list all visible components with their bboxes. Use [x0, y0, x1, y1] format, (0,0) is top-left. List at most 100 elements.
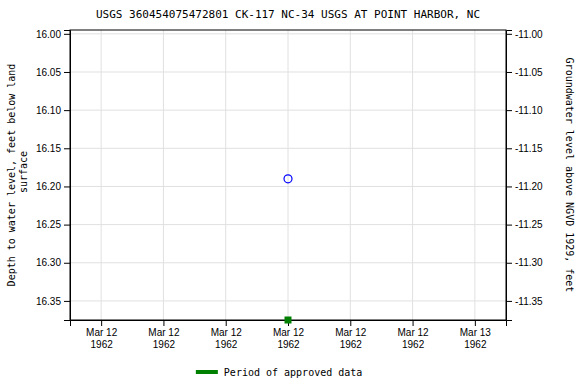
text-line: 1962 — [91, 339, 114, 350]
tick-mark — [64, 72, 70, 73]
y-axis-label: Depth to water level, feet below land su… — [6, 64, 29, 287]
text-line: 1962 — [340, 339, 363, 350]
tick-label: -11.35 — [515, 296, 543, 307]
tick: Mar 121962 — [148, 320, 180, 350]
tick-label: 16.20 — [36, 181, 61, 192]
tick: 16.05 — [36, 67, 70, 78]
grid-line-y — [70, 300, 506, 301]
text-line: Mar 12 — [211, 327, 243, 338]
tick-mark — [475, 320, 476, 326]
tick-mark — [163, 320, 164, 326]
text-line: surface — [18, 151, 29, 199]
grid-line-x — [101, 30, 102, 320]
text-line: 1962 — [277, 339, 300, 350]
tick-mark — [506, 186, 512, 187]
tick: Mar 121962 — [211, 320, 243, 350]
tick: Mar 121962 — [335, 320, 367, 350]
grid-line-y — [70, 262, 506, 263]
tick-label: -11.20 — [515, 181, 543, 192]
tick-label: -11.00 — [515, 29, 543, 40]
tick: -11.35 — [506, 296, 543, 307]
series — [284, 175, 292, 183]
tick-label: -11.10 — [515, 105, 543, 116]
tick-label: 16.25 — [36, 219, 61, 230]
text-line: 1962 — [153, 339, 176, 350]
grid-line-y — [70, 71, 506, 72]
grid-line-y — [70, 110, 506, 111]
point — [284, 175, 292, 183]
tick-label: Mar 121962 — [398, 327, 430, 350]
grid-line-x — [474, 30, 475, 320]
legend: Period of approved data — [196, 367, 362, 378]
grid-line-y — [70, 148, 506, 149]
tick: 16.00 — [36, 29, 70, 40]
tick: Mar 121962 — [398, 320, 430, 350]
text-line: Mar 12 — [86, 327, 118, 338]
tick-mark — [506, 34, 512, 35]
tick-mark — [506, 301, 512, 302]
tick: 16.20 — [36, 181, 70, 192]
tick-label: 16.15 — [36, 143, 61, 154]
axis-line — [64, 31, 71, 321]
tick-label: -11.15 — [515, 143, 543, 154]
y-axis: 16.0016.0516.1016.1516.2016.2516.3016.35 — [36, 29, 71, 321]
tick-mark — [506, 225, 512, 226]
tick-label: 16.30 — [36, 257, 61, 268]
tick: Mar 121962 — [273, 320, 305, 350]
tick-label: 16.35 — [36, 296, 61, 307]
grid-line-y — [70, 186, 506, 187]
tick-mark — [64, 186, 70, 187]
tick: -11.05 — [506, 67, 543, 78]
point — [285, 317, 291, 323]
text-line: Mar 12 — [273, 327, 305, 338]
tick-mark — [64, 301, 70, 302]
tick: Mar 131962 — [460, 320, 492, 350]
tick-mark — [413, 320, 414, 326]
tick-mark — [64, 34, 70, 35]
title: USGS 360454075472801 CK-117 NC-34 USGS A… — [96, 8, 480, 21]
tick: -11.10 — [506, 105, 543, 116]
marks — [284, 175, 292, 323]
text-line: Mar 13 — [460, 327, 492, 338]
grid-line-x — [163, 30, 164, 320]
text-line: 1962 — [215, 339, 238, 350]
tick: -11.25 — [506, 219, 543, 230]
grid-line-x — [412, 30, 413, 320]
tick-mark — [226, 320, 227, 326]
tick-mark — [506, 148, 512, 149]
tick-mark — [64, 148, 70, 149]
series — [285, 317, 291, 323]
plot-frame — [70, 30, 506, 320]
tick-label: -11.30 — [515, 257, 543, 268]
tick: 16.30 — [36, 257, 70, 268]
tick: -11.15 — [506, 143, 543, 154]
tick-mark — [101, 320, 102, 326]
tick-mark — [64, 110, 70, 111]
text-line: Mar 12 — [398, 327, 430, 338]
tick-mark — [64, 225, 70, 226]
y2-axis: -11.00 -11.05 -11.10 -11.15 -11.20 -11.25 -11.… — [506, 29, 543, 321]
tick: Mar 121962 — [86, 320, 118, 350]
tick: -11.00 — [506, 29, 543, 40]
tick-label: Mar 121962 — [148, 327, 180, 350]
tick-label: 16.05 — [36, 67, 61, 78]
legend-label: Period of approved data — [224, 367, 362, 378]
tick: 16.35 — [36, 296, 70, 307]
tick: -11.30 — [506, 257, 543, 268]
tick-label: -11.05 — [515, 67, 543, 78]
tick-label: Mar 121962 — [335, 327, 367, 350]
y2-axis-label: Groundwater level above NGVD 1929, feet — [564, 58, 575, 293]
chart: Mar 121962Mar 121962Mar 121962Mar 121962… — [0, 0, 576, 384]
tick-mark — [506, 110, 512, 111]
text-line: 1962 — [402, 339, 425, 350]
tick-label: Mar 121962 — [211, 327, 243, 350]
grid — [70, 30, 506, 320]
tick: 16.25 — [36, 219, 70, 230]
grid-line-x — [225, 30, 226, 320]
tick: 16.15 — [36, 143, 70, 154]
tick-label: Mar 121962 — [273, 327, 305, 350]
text-line: 1962 — [464, 339, 487, 350]
legend-swatch — [196, 370, 218, 374]
tick-mark — [64, 263, 70, 264]
tick-label: -11.25 — [515, 219, 543, 230]
